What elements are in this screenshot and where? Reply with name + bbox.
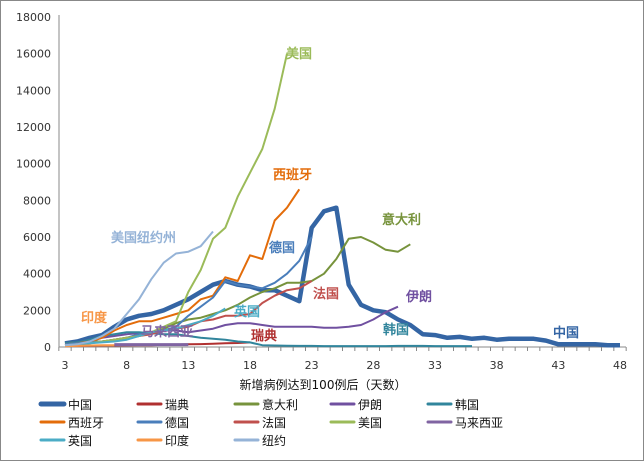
y-tick-label: 2000 bbox=[23, 304, 51, 317]
x-tick-label: 48 bbox=[613, 359, 627, 372]
legend-entry: 伊朗 bbox=[358, 398, 382, 412]
y-tick-label: 0 bbox=[44, 341, 51, 354]
x-tick-label: 3 bbox=[62, 359, 69, 372]
y-tick-label: 12000 bbox=[16, 121, 51, 134]
legend-entry: 纽约 bbox=[262, 433, 286, 448]
x-tick-label: 43 bbox=[551, 359, 565, 372]
series-label: 英国 bbox=[233, 304, 260, 320]
x-tick-label: 13 bbox=[181, 359, 195, 372]
legend-entry: 美国 bbox=[358, 416, 382, 430]
x-tick-label: 18 bbox=[243, 359, 257, 372]
legend-entry: 瑞典 bbox=[165, 398, 189, 412]
y-tick-label: 8000 bbox=[23, 194, 51, 207]
legend-entry: 意大利 bbox=[262, 397, 298, 412]
series-label: 韩国 bbox=[383, 322, 409, 338]
legend-entry: 中国 bbox=[68, 397, 92, 412]
y-tick-label: 14000 bbox=[16, 84, 51, 97]
series-label: 美国 bbox=[286, 46, 312, 62]
y-tick-label: 4000 bbox=[23, 268, 51, 281]
series-label: 德国 bbox=[269, 240, 295, 256]
legend-entry: 韩国 bbox=[455, 397, 479, 412]
series-label: 伊朗 bbox=[405, 289, 432, 305]
y-tick-label: 18000 bbox=[16, 11, 51, 24]
series-label: 意大利 bbox=[382, 212, 421, 228]
x-axis-title: 新增病例达到100例后（天数） bbox=[240, 377, 407, 392]
series-label: 法国 bbox=[313, 286, 339, 302]
series-label: 马来西亚 bbox=[141, 324, 193, 340]
series-line-3 bbox=[64, 305, 399, 347]
series-line-5 bbox=[64, 188, 301, 346]
series-line-8 bbox=[64, 53, 288, 347]
legend-entry: 马来西亚 bbox=[455, 416, 503, 430]
y-tick-label: 6000 bbox=[23, 231, 51, 244]
series-label: 印度 bbox=[81, 310, 108, 326]
series-line-4 bbox=[64, 331, 472, 348]
series-label: 美国纽约州 bbox=[111, 230, 176, 246]
legend-entry: 西班牙 bbox=[68, 416, 104, 430]
series-line-0 bbox=[64, 205, 620, 348]
x-tick-label: 38 bbox=[490, 359, 504, 372]
x-tick-label: 28 bbox=[366, 359, 380, 372]
series-line-12 bbox=[64, 230, 214, 347]
series-label: 西班牙 bbox=[273, 167, 312, 183]
x-tick-label: 8 bbox=[123, 359, 130, 372]
series-line-10 bbox=[64, 307, 226, 347]
y-tick-label: 10000 bbox=[16, 158, 51, 171]
legend-entry: 德国 bbox=[165, 415, 189, 430]
legend-entry: 法国 bbox=[262, 416, 286, 430]
legend-entry: 英国 bbox=[68, 434, 92, 448]
series-label: 中国 bbox=[553, 325, 579, 341]
series-line-11 bbox=[64, 344, 115, 348]
series-label: 瑞典 bbox=[251, 328, 277, 344]
legend-entry: 印度 bbox=[165, 433, 189, 448]
x-tick-label: 23 bbox=[305, 359, 319, 372]
x-tick-label: 33 bbox=[428, 359, 442, 372]
y-tick-label: 16000 bbox=[16, 48, 51, 61]
